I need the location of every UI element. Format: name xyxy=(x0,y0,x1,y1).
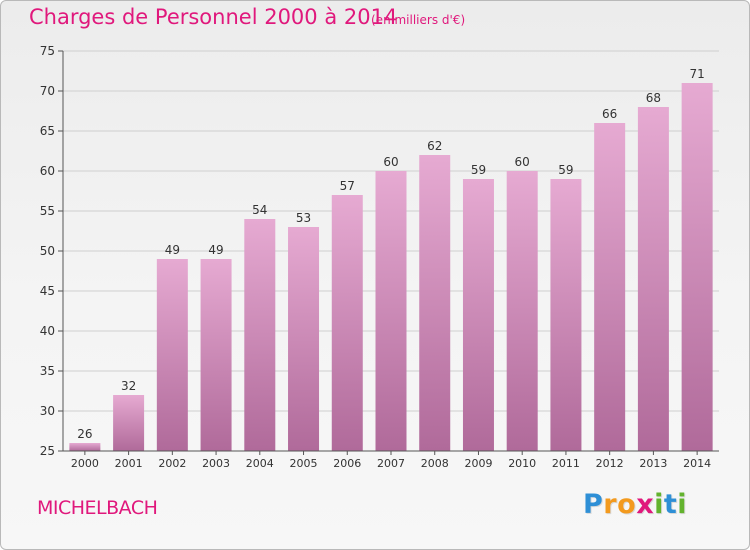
place-name: MICHELBACH xyxy=(37,497,158,519)
data-label: 68 xyxy=(646,91,661,105)
bar xyxy=(594,123,626,451)
bar xyxy=(156,259,188,451)
bar xyxy=(462,179,494,451)
data-label: 54 xyxy=(252,203,267,217)
x-tick-label: 2006 xyxy=(333,457,361,470)
data-label: 32 xyxy=(121,379,136,393)
data-label: 66 xyxy=(602,107,617,121)
bar xyxy=(331,195,363,451)
bar xyxy=(375,171,407,451)
bar xyxy=(550,179,582,451)
logo-letter: i xyxy=(654,489,664,520)
x-tick-label: 2009 xyxy=(464,457,492,470)
logo-letter: x xyxy=(636,489,655,520)
data-label: 57 xyxy=(340,179,355,193)
y-tick-label: 60 xyxy=(40,164,55,178)
chart-unit: (en milliers d'€) xyxy=(371,13,466,27)
bar xyxy=(69,443,101,451)
data-label: 59 xyxy=(471,163,486,177)
bar xyxy=(244,219,276,451)
proxiti-logo[interactable]: Proxiti xyxy=(583,489,687,520)
y-tick-label: 25 xyxy=(40,444,55,458)
x-tick-label: 2004 xyxy=(246,457,274,470)
logo-letter: i xyxy=(677,489,688,520)
data-label: 49 xyxy=(208,243,223,257)
bar xyxy=(113,395,145,451)
x-tick-label: 2002 xyxy=(158,457,186,470)
x-tick-label: 2005 xyxy=(290,457,318,470)
logo-letter: o xyxy=(617,489,637,520)
x-tick-label: 2008 xyxy=(421,457,449,470)
y-tick-label: 70 xyxy=(40,84,55,98)
chart-title: Charges de Personnel 2000 à 2014 xyxy=(29,5,398,29)
bar xyxy=(419,155,451,451)
x-tick-label: 2014 xyxy=(683,457,711,470)
data-label: 60 xyxy=(515,155,530,169)
x-tick-label: 2011 xyxy=(552,457,580,470)
x-tick-label: 2013 xyxy=(639,457,667,470)
bar xyxy=(506,171,538,451)
logo-letter: t xyxy=(663,489,678,520)
y-tick-label: 45 xyxy=(40,284,55,298)
y-tick-label: 65 xyxy=(40,124,55,138)
data-label: 53 xyxy=(296,211,311,225)
bar xyxy=(681,83,713,451)
y-tick-label: 75 xyxy=(40,44,55,58)
data-label: 62 xyxy=(427,139,442,153)
y-tick-label: 40 xyxy=(40,324,55,338)
bar xyxy=(200,259,232,451)
x-tick-label: 2001 xyxy=(115,457,143,470)
x-tick-label: 2007 xyxy=(377,457,405,470)
logo-letter: r xyxy=(603,489,618,520)
data-label: 59 xyxy=(558,163,573,177)
data-label: 26 xyxy=(77,427,92,441)
y-tick-label: 35 xyxy=(40,364,55,378)
y-tick-label: 30 xyxy=(40,404,55,418)
x-tick-label: 2012 xyxy=(596,457,624,470)
bar xyxy=(637,107,669,451)
x-tick-label: 2000 xyxy=(71,457,99,470)
x-tick-label: 2010 xyxy=(508,457,536,470)
data-label: 49 xyxy=(165,243,180,257)
y-tick-label: 55 xyxy=(40,204,55,218)
logo-letter: P xyxy=(583,489,604,520)
bar xyxy=(288,227,320,451)
y-tick-label: 50 xyxy=(40,244,55,258)
data-label: 71 xyxy=(689,67,704,81)
x-tick-label: 2003 xyxy=(202,457,230,470)
data-label: 60 xyxy=(383,155,398,169)
